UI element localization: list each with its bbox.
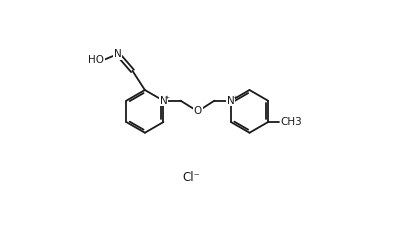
Text: HO: HO xyxy=(88,55,104,65)
Text: O: O xyxy=(194,106,202,116)
Text: +: + xyxy=(232,94,237,100)
Text: N: N xyxy=(160,96,167,106)
Text: +: + xyxy=(164,94,170,100)
Text: CH3: CH3 xyxy=(280,117,302,127)
Text: N: N xyxy=(227,96,235,106)
Text: N: N xyxy=(114,49,122,59)
Text: Cl⁻: Cl⁻ xyxy=(182,171,200,184)
